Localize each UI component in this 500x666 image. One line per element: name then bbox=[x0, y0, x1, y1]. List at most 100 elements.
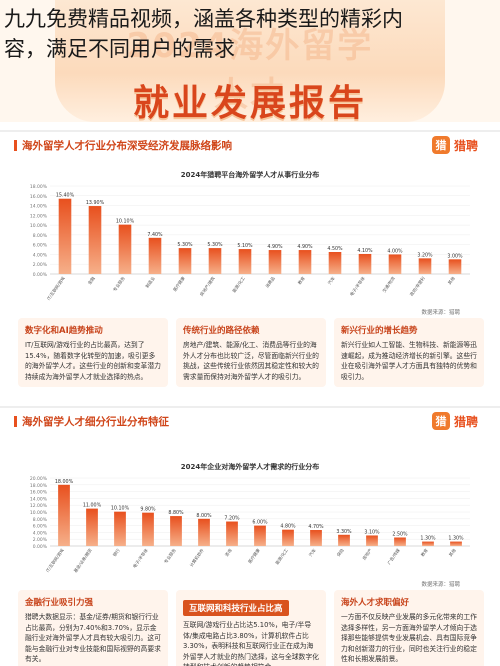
brand-mark: 猎 猎聘 bbox=[431, 412, 478, 430]
x-tick-label: 电子/半导体 bbox=[131, 546, 150, 569]
liepin-logo-icon: 猎 bbox=[431, 412, 450, 430]
bar-value-label: 8.00% bbox=[196, 513, 212, 519]
bar bbox=[310, 530, 322, 546]
bar-value-label: 3.30% bbox=[336, 529, 352, 535]
bar-value-label: 8.80% bbox=[168, 510, 184, 516]
bar-value-label: 9.80% bbox=[140, 507, 156, 513]
report-cover-header: 2024海外留学人才 就业发展报告 bbox=[0, 0, 500, 122]
x-tick-label: 咨询 bbox=[223, 547, 234, 558]
card-heading: 传统行业的路径依赖 bbox=[183, 326, 260, 336]
bar-value-label: 15.40% bbox=[56, 193, 75, 199]
bar bbox=[208, 248, 222, 274]
bar bbox=[118, 224, 132, 274]
bar bbox=[198, 518, 210, 546]
y-tick-label: 12.00% bbox=[30, 213, 48, 219]
x-tick-label: 能源/化工 bbox=[230, 275, 246, 294]
x-tick-label: 专业服务 bbox=[111, 274, 127, 292]
insight-card: 数字化和AI趋势推动 IT/互联网/游戏行业的占比最高，达到了15.4%，随着数… bbox=[18, 318, 168, 387]
report-title: 就业发展报告 bbox=[132, 83, 367, 122]
x-tick-label: 医疗健康 bbox=[171, 274, 187, 292]
bar bbox=[450, 541, 462, 546]
bar bbox=[88, 206, 102, 274]
y-tick-label: 6.00% bbox=[33, 243, 48, 249]
x-tick-label: 制造业 bbox=[144, 275, 157, 289]
bar bbox=[114, 511, 126, 546]
x-tick-label: 能源/化工 bbox=[273, 547, 289, 566]
bar-value-label: 4.90% bbox=[267, 244, 283, 250]
card-heading: 数字化和AI趋势推动 bbox=[25, 326, 103, 336]
bar bbox=[170, 516, 182, 546]
bar-value-label: 11.00% bbox=[83, 503, 102, 509]
panel-title: 海外留学人才行业分布深受经济发展脉络影响 bbox=[14, 140, 232, 152]
overlay-caption: 九九免费精品视频，涵盖各种类型的精彩内 容，满足不同用户的需求 bbox=[4, 4, 499, 64]
brand-name: 猎聘 bbox=[453, 414, 478, 429]
x-tick-label: 教育 bbox=[296, 275, 307, 286]
card-text: 一方面不仅反映产业发展的多元化带来的工作选择多样性，另一方面海外留学人才倾向于选… bbox=[341, 613, 477, 663]
x-tick-label: 消费品 bbox=[264, 275, 277, 289]
y-tick-label: 16.00% bbox=[30, 490, 48, 496]
x-tick-label: IT/互联网/游戏 bbox=[44, 547, 66, 574]
bar bbox=[58, 484, 70, 546]
bar bbox=[358, 253, 372, 274]
y-tick-label: 0.00% bbox=[33, 544, 48, 550]
caption-line: 容，满足不同用户的需求 bbox=[4, 37, 235, 61]
y-tick-label: 0.00% bbox=[33, 272, 48, 278]
card-text: 新兴行业如人工智能、生物科技、新能源等迅速崛起，成为推动经济增长的新引擎。这些行… bbox=[341, 341, 477, 381]
x-tick-label: 汽车 bbox=[307, 547, 318, 558]
bar bbox=[148, 237, 162, 274]
x-tick-label: 银行 bbox=[111, 547, 122, 558]
chart-source: 数据来源：猎聘 bbox=[421, 310, 460, 316]
card-text: 房地产/建筑、能源/化工、消费品等行业的海外人才分布也比较广泛，尽管面临新兴行业… bbox=[183, 341, 319, 381]
bar bbox=[226, 521, 238, 546]
card-heading: 金融行业吸引力强 bbox=[25, 598, 94, 608]
bar bbox=[298, 250, 312, 274]
bar bbox=[58, 198, 72, 274]
bar bbox=[394, 537, 406, 546]
x-tick-label: 其他 bbox=[446, 274, 457, 286]
bar bbox=[268, 250, 282, 274]
bar-value-label: 5.30% bbox=[177, 242, 193, 248]
x-tick-label: 专业服务 bbox=[162, 546, 178, 564]
insight-card: 海外人才求职偏好 一方面不仅反映产业发展的多元化带来的工作选择多样性，另一方面海… bbox=[334, 590, 484, 666]
bar-value-label: 13.90% bbox=[86, 200, 105, 206]
bar bbox=[238, 249, 252, 274]
bar bbox=[254, 525, 266, 546]
chart-source: 数据来源：猎聘 bbox=[421, 582, 460, 588]
bar bbox=[418, 258, 432, 274]
bar-value-label: 7.40% bbox=[147, 232, 163, 238]
y-tick-label: 2.00% bbox=[33, 537, 48, 543]
bar-value-label: 7.20% bbox=[224, 516, 240, 522]
insight-card: 金融行业吸引力强 猎聘大数据显示：基金/证券/期货和银行行业占比最高，分别为7.… bbox=[18, 590, 168, 666]
segment-distribution-panel: 海外留学人才细分行业分布特征 猎 猎聘 2024年企业对海外留学人才需求的行业分… bbox=[0, 406, 500, 666]
bar-value-label: 4.80% bbox=[280, 524, 296, 530]
bar-value-label: 3.20% bbox=[417, 252, 433, 258]
x-tick-label: 电子/半导体 bbox=[348, 274, 367, 297]
insight-cards: 数字化和AI趋势推动 IT/互联网/游戏行业的占比最高，达到了15.4%，随着数… bbox=[18, 318, 484, 387]
x-tick-label: 汽车 bbox=[326, 275, 337, 286]
bar bbox=[338, 534, 350, 546]
card-heading: 海外人才求职偏好 bbox=[341, 598, 410, 608]
y-tick-label: 12.00% bbox=[30, 503, 48, 509]
bar-value-label: 18.00% bbox=[55, 479, 74, 485]
x-tick-label: 金融 bbox=[86, 274, 97, 286]
y-tick-label: 4.00% bbox=[33, 252, 48, 258]
insight-card: 新兴行业的增长趋势 新兴行业如人工智能、生物科技、新能源等迅速崛起，成为推动经济… bbox=[334, 318, 484, 387]
bar-value-label: 5.10% bbox=[237, 243, 253, 249]
bar-value-label: 10.10% bbox=[111, 506, 130, 512]
bar-value-label: 6.00% bbox=[252, 520, 268, 526]
bar bbox=[422, 541, 434, 546]
caption-line: 九九免费精品视频，涵盖各种类型的精彩内 bbox=[4, 7, 403, 31]
bar-value-label: 3.10% bbox=[364, 529, 380, 535]
y-tick-label: 20.00% bbox=[30, 476, 48, 482]
header-ghost-title: 2024海外留学人才 bbox=[126, 26, 374, 115]
card-text: 猎聘大数据显示：基金/证券/期货和银行行业占比最高，分别为7.40%和3.70%… bbox=[25, 613, 161, 663]
bar-value-label: 2.50% bbox=[392, 532, 408, 538]
x-tick-label: 政府/非营利 bbox=[408, 275, 427, 297]
y-tick-label: 8.00% bbox=[33, 517, 48, 523]
bar-value-label: 1.30% bbox=[448, 536, 464, 542]
chart-title: 2024年猎聘平台海外留学人才从事行业分布 bbox=[180, 171, 320, 179]
insight-card: 传统行业的路径依赖 房地产/建筑、能源/化工、消费品等行业的海外人才分布也比较广… bbox=[176, 318, 326, 387]
insight-card: 互联网和科技行业占比高 互联网/游戏行业占比达5.10%，电子/半导体/集成电路… bbox=[176, 590, 326, 666]
bar-value-label: 3.00% bbox=[447, 253, 463, 259]
y-tick-label: 2.00% bbox=[33, 262, 48, 268]
